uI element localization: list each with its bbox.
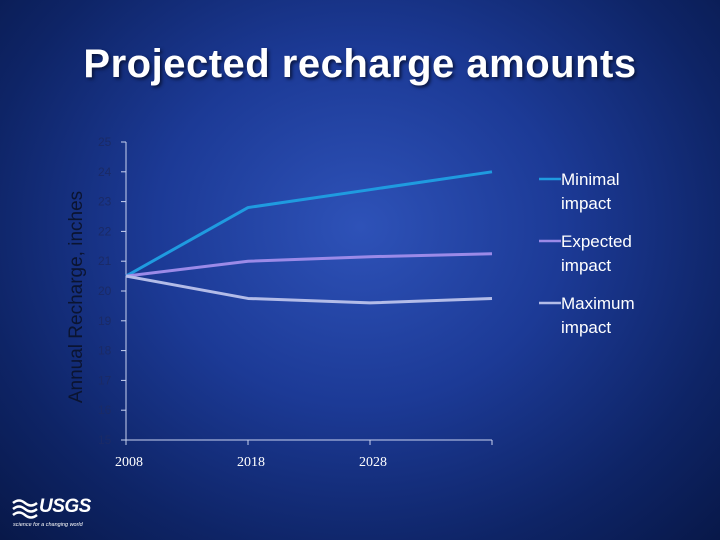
usgs-logo: USGS science for a changing world (11, 496, 97, 532)
y-tick-label: 17 (98, 373, 112, 387)
usgs-logo-text: USGS (39, 496, 91, 517)
y-tick-label: 19 (98, 314, 112, 328)
y-tick-label: 25 (98, 135, 112, 149)
y-tick-label: 15 (98, 433, 112, 447)
legend-label: impact (561, 256, 611, 275)
legend-label: impact (561, 194, 611, 213)
x-tick-label: 2028 (359, 455, 387, 470)
usgs-wave-icon (12, 499, 38, 519)
legend-label: impact (561, 318, 611, 337)
y-tick-label: 21 (98, 254, 112, 268)
y-tick-label: 24 (98, 165, 112, 179)
y-axis-label: Annual Recharge, inches (66, 191, 87, 403)
y-tick-label: 16 (98, 403, 112, 417)
legend-label: Maximum (561, 294, 635, 313)
series-line (125, 274, 493, 305)
legend-label: Minimal (561, 170, 620, 189)
y-tick-label: 22 (98, 224, 112, 238)
x-tick-label: 2008 (115, 455, 143, 470)
legend-label: Expected (561, 232, 632, 251)
x-tick-label: 2018 (237, 455, 265, 470)
usgs-logo-tagline: science for a changing world (13, 522, 83, 528)
y-tick-label: 20 (98, 284, 112, 298)
series-line (125, 252, 493, 278)
slide-title: Projected recharge amounts (83, 42, 637, 86)
series-line (125, 170, 493, 278)
y-tick-label: 23 (98, 195, 112, 209)
y-tick-label: 18 (98, 344, 112, 358)
